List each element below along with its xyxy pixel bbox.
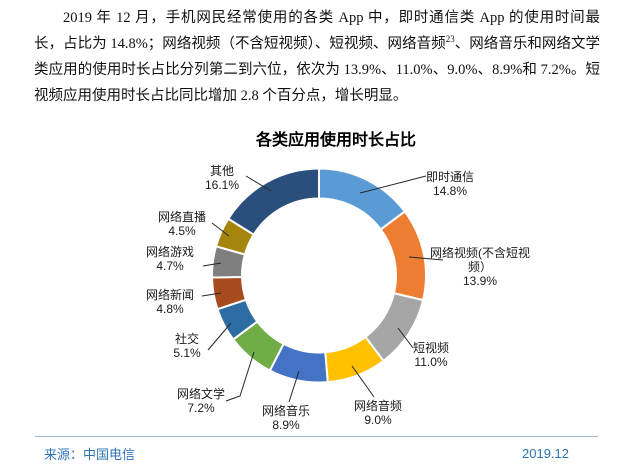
callout-value: 4.7%: [156, 259, 184, 273]
footer-divider: [35, 436, 598, 437]
callout-leader-line-2: [397, 327, 414, 349]
source-text: 来源：中国电信: [44, 447, 136, 462]
callout-value: 4.5%: [168, 224, 196, 238]
chart-callout-3: 网络音频 9.0%: [338, 399, 418, 427]
callout-value: 16.1%: [204, 178, 240, 192]
callout-value: 11.0%: [414, 355, 448, 369]
callout-label: 网络视频(不含短视频）: [430, 246, 530, 274]
callout-value: 14.8%: [432, 184, 468, 198]
callout-label: 社交: [174, 332, 199, 346]
callout-leader-line-4: [288, 370, 300, 403]
chart-title: 各类应用使用时长占比: [255, 132, 416, 149]
chart-callout-2: 短视频 11.0%: [399, 341, 463, 369]
callout-label: 网络新闻: [145, 288, 194, 302]
chart-callout-6: 社交 5.1%: [155, 332, 219, 360]
callout-value: 13.9%: [462, 274, 498, 288]
callout-value: 4.8%: [156, 302, 184, 316]
callout-label: 网络音频: [353, 399, 402, 413]
callout-leader-line-0: [359, 175, 427, 194]
callout-label: 网络游戏: [145, 245, 194, 259]
callout-value: 9.0%: [364, 413, 392, 427]
body-paragraph: 2019 年 12 月，手机网民经常使用的各类 App 中，即时通信类 App …: [34, 5, 600, 109]
callout-label: 短视频: [412, 341, 449, 355]
footnote-marker: 23: [445, 34, 455, 45]
callout-value: 7.2%: [187, 401, 215, 415]
paragraph-text: 2019 年 12 月，手机网民经常使用的各类 App 中，即时通信类 App …: [34, 10, 600, 52]
paragraph-text-cont: 、网络音乐和网络文学类应用的使用时长占比分列第二到六位，依次为 13.9%、11…: [34, 36, 601, 104]
chart-callout-7: 网络新闻 4.8%: [130, 288, 210, 316]
chart-callout-10: 其他 16.1%: [187, 164, 257, 192]
callout-label: 网络文学: [176, 387, 225, 401]
callout-leader-line-5: [225, 351, 255, 402]
callout-leader-line-7: [201, 292, 222, 297]
callout-leader-line-10: [245, 175, 272, 192]
chart-callout-5: 网络文学 7.2%: [161, 387, 241, 415]
callout-value: 5.1%: [173, 346, 201, 360]
chart-callout-9: 网络直播 4.5%: [142, 210, 222, 238]
callout-leader-line-1: [408, 256, 444, 261]
chart-callout-4: 网络音乐 8.9%: [246, 404, 326, 432]
callout-value: 8.9%: [272, 418, 300, 432]
callout-label: 网络音乐: [261, 404, 310, 418]
callout-label: 其他: [209, 164, 234, 178]
callout-leader-line-3: [351, 365, 375, 398]
callout-label: 网络直播: [157, 210, 206, 224]
chart-callout-1: 网络视频(不含短视频） 13.9%: [428, 246, 533, 288]
donut-segment-1: [379, 210, 427, 302]
footer-date: 2019.12: [522, 446, 569, 461]
chart-callout-8: 网络游戏 4.7%: [130, 245, 210, 273]
chart-callout-0: 即时通信 14.8%: [405, 170, 495, 198]
donut-segment-10: [226, 167, 320, 237]
callout-leader-line-6: [207, 322, 232, 351]
callout-leader-line-8: [202, 262, 222, 267]
callout-label: 即时通信: [425, 170, 474, 184]
callout-leader-line-9: [211, 222, 230, 237]
